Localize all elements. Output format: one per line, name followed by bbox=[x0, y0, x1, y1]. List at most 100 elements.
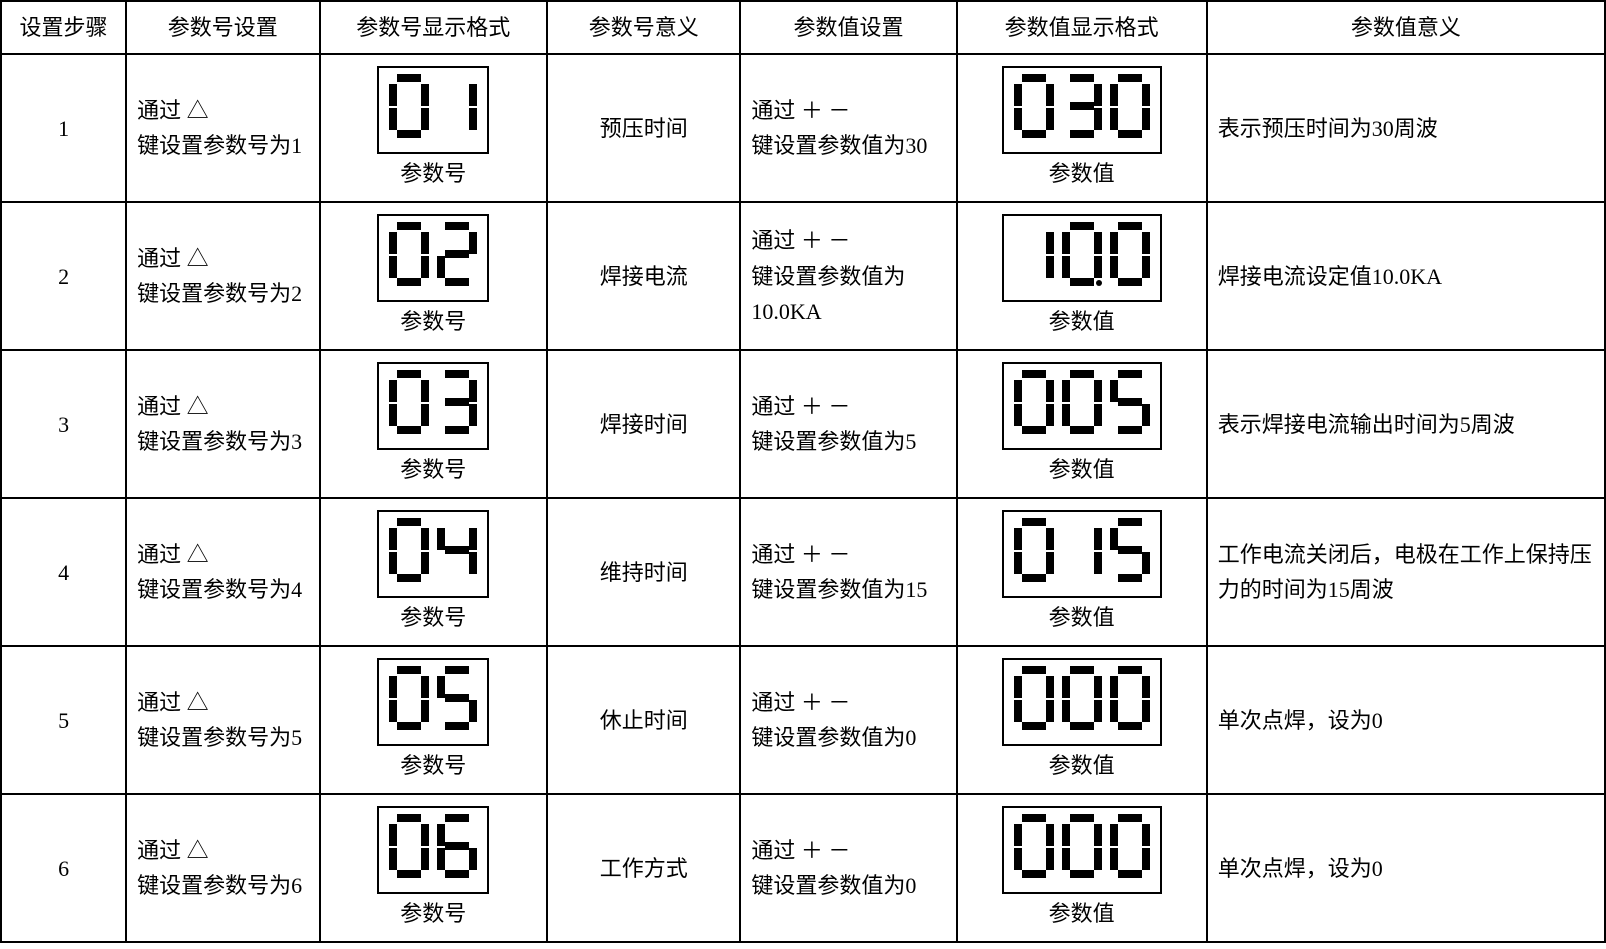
seven-seg-digit bbox=[1062, 74, 1102, 148]
cell-value-mean: 单次点焊，设为0 bbox=[1207, 794, 1605, 942]
param-display-label: 参数号 bbox=[325, 156, 543, 191]
param-display bbox=[377, 66, 489, 154]
table-row: 6 通过 △键设置参数号为6 参数号 工作方式 通过 ＋ －键设置参数值为0 参… bbox=[1, 794, 1605, 942]
cell-param-disp: 参数号 bbox=[320, 794, 548, 942]
header-param-disp: 参数号显示格式 bbox=[320, 1, 548, 54]
cell-value-disp: 参数值 bbox=[957, 794, 1207, 942]
param-display bbox=[377, 510, 489, 598]
parameter-table: 设置步骤 参数号设置 参数号显示格式 参数号意义 参数值设置 参数值显示格式 参… bbox=[0, 0, 1606, 943]
cell-param-mean: 预压时间 bbox=[547, 54, 740, 202]
value-display-label: 参数值 bbox=[962, 452, 1202, 487]
seven-seg-digit bbox=[1110, 222, 1150, 296]
cell-param-mean: 焊接时间 bbox=[547, 350, 740, 498]
value-display-label: 参数值 bbox=[962, 304, 1202, 339]
cell-value-disp: 参数值 bbox=[957, 498, 1207, 646]
cell-value-set: 通过 ＋ －键设置参数值为5 bbox=[740, 350, 956, 498]
header-step: 设置步骤 bbox=[1, 1, 126, 54]
param-display bbox=[377, 214, 489, 302]
cell-param-set: 通过 △键设置参数号为6 bbox=[126, 794, 319, 942]
cell-value-disp: 参数值 bbox=[957, 202, 1207, 350]
cell-value-mean: 单次点焊，设为0 bbox=[1207, 646, 1605, 794]
seven-seg-digit bbox=[1014, 518, 1054, 592]
seven-seg-digit bbox=[389, 222, 429, 296]
seven-seg-digit bbox=[1014, 222, 1054, 296]
cell-value-mean: 表示预压时间为30周波 bbox=[1207, 54, 1605, 202]
seven-seg-digit bbox=[389, 518, 429, 592]
cell-param-set: 通过 △键设置参数号为5 bbox=[126, 646, 319, 794]
table-row: 3 通过 △键设置参数号为3 参数号 焊接时间 通过 ＋ －键设置参数值为5 参… bbox=[1, 350, 1605, 498]
cell-param-mean: 工作方式 bbox=[547, 794, 740, 942]
cell-step: 6 bbox=[1, 794, 126, 942]
cell-param-disp: 参数号 bbox=[320, 54, 548, 202]
value-display-label: 参数值 bbox=[962, 600, 1202, 635]
table-header-row: 设置步骤 参数号设置 参数号显示格式 参数号意义 参数值设置 参数值显示格式 参… bbox=[1, 1, 1605, 54]
param-display-label: 参数号 bbox=[325, 748, 543, 783]
cell-value-disp: 参数值 bbox=[957, 646, 1207, 794]
seven-seg-digit bbox=[1062, 814, 1102, 888]
cell-param-disp: 参数号 bbox=[320, 646, 548, 794]
seven-seg-digit bbox=[1014, 74, 1054, 148]
cell-param-set: 通过 △键设置参数号为1 bbox=[126, 54, 319, 202]
cell-value-set: 通过 ＋ －键设置参数值为10.0KA bbox=[740, 202, 956, 350]
param-display-label: 参数号 bbox=[325, 600, 543, 635]
seven-seg-digit bbox=[389, 666, 429, 740]
header-param-mean: 参数号意义 bbox=[547, 1, 740, 54]
table-row: 4 通过 △键设置参数号为4 参数号 维持时间 通过 ＋ －键设置参数值为15 … bbox=[1, 498, 1605, 646]
seven-seg-digit bbox=[1062, 518, 1102, 592]
param-display-label: 参数号 bbox=[325, 304, 543, 339]
seven-seg-digit bbox=[389, 370, 429, 444]
value-display-label: 参数值 bbox=[962, 748, 1202, 783]
seven-seg-digit bbox=[1110, 74, 1150, 148]
param-display-label: 参数号 bbox=[325, 452, 543, 487]
seven-seg-digit bbox=[1014, 814, 1054, 888]
seven-seg-digit bbox=[1062, 370, 1102, 444]
param-display bbox=[377, 362, 489, 450]
cell-step: 4 bbox=[1, 498, 126, 646]
cell-param-disp: 参数号 bbox=[320, 350, 548, 498]
cell-param-mean: 休止时间 bbox=[547, 646, 740, 794]
cell-value-disp: 参数值 bbox=[957, 350, 1207, 498]
cell-param-set: 通过 △键设置参数号为4 bbox=[126, 498, 319, 646]
seven-seg-digit bbox=[1014, 370, 1054, 444]
cell-value-mean: 表示焊接电流输出时间为5周波 bbox=[1207, 350, 1605, 498]
value-display-label: 参数值 bbox=[962, 156, 1202, 191]
seven-seg-digit bbox=[437, 370, 477, 444]
cell-step: 3 bbox=[1, 350, 126, 498]
seven-seg-digit bbox=[437, 666, 477, 740]
seven-seg-digit bbox=[437, 814, 477, 888]
cell-value-set: 通过 ＋ －键设置参数值为15 bbox=[740, 498, 956, 646]
seven-seg-digit bbox=[1110, 370, 1150, 444]
cell-value-mean: 焊接电流设定值10.0KA bbox=[1207, 202, 1605, 350]
cell-step: 2 bbox=[1, 202, 126, 350]
value-display-label: 参数值 bbox=[962, 896, 1202, 931]
value-display bbox=[1002, 806, 1162, 894]
seven-seg-digit bbox=[1110, 518, 1150, 592]
cell-param-mean: 焊接电流 bbox=[547, 202, 740, 350]
seven-seg-digit bbox=[437, 74, 477, 148]
cell-value-mean: 工作电流关闭后，电极在工作上保持压力的时间为15周波 bbox=[1207, 498, 1605, 646]
cell-param-disp: 参数号 bbox=[320, 498, 548, 646]
seven-seg-digit bbox=[1110, 814, 1150, 888]
cell-param-disp: 参数号 bbox=[320, 202, 548, 350]
table-row: 2 通过 △键设置参数号为2 参数号 焊接电流 通过 ＋ －键设置参数值为10.… bbox=[1, 202, 1605, 350]
seven-seg-digit bbox=[437, 222, 477, 296]
cell-param-set: 通过 △键设置参数号为2 bbox=[126, 202, 319, 350]
param-display bbox=[377, 806, 489, 894]
value-display bbox=[1002, 658, 1162, 746]
seven-seg-digit bbox=[1062, 666, 1102, 740]
table-row: 5 通过 △键设置参数号为5 参数号 休止时间 通过 ＋ －键设置参数值为0 参… bbox=[1, 646, 1605, 794]
cell-value-set: 通过 ＋ －键设置参数值为0 bbox=[740, 646, 956, 794]
seven-seg-digit bbox=[1014, 666, 1054, 740]
value-display bbox=[1002, 510, 1162, 598]
seven-seg-digit bbox=[437, 518, 477, 592]
cell-param-set: 通过 △键设置参数号为3 bbox=[126, 350, 319, 498]
param-display-label: 参数号 bbox=[325, 896, 543, 931]
cell-value-set: 通过 ＋ －键设置参数值为0 bbox=[740, 794, 956, 942]
value-display bbox=[1002, 66, 1162, 154]
seven-seg-digit bbox=[389, 814, 429, 888]
seven-seg-digit bbox=[1110, 666, 1150, 740]
cell-value-disp: 参数值 bbox=[957, 54, 1207, 202]
header-param-set: 参数号设置 bbox=[126, 1, 319, 54]
header-value-disp: 参数值显示格式 bbox=[957, 1, 1207, 54]
seven-seg-digit bbox=[389, 74, 429, 148]
